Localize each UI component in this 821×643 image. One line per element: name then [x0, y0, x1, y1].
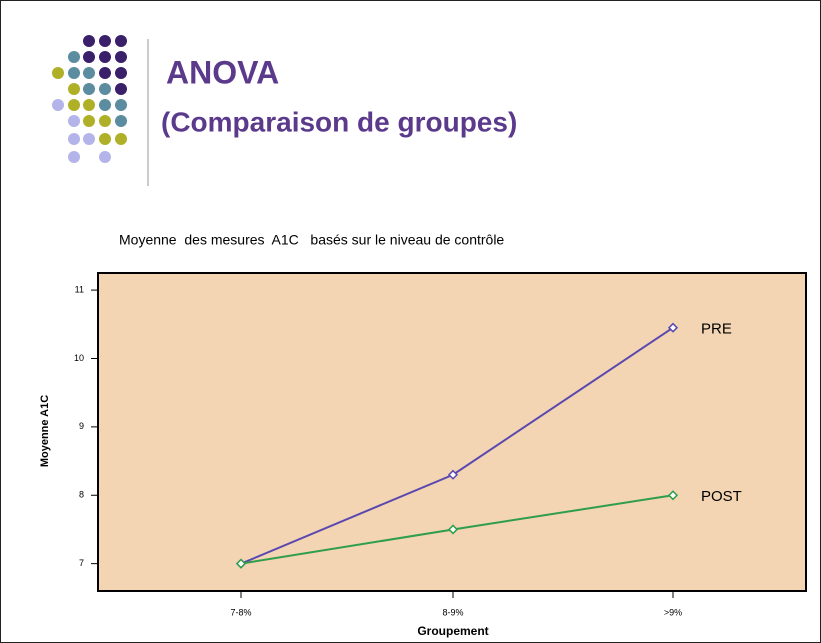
x-tick-label: 8-9%: [442, 607, 463, 617]
chart-title: Moyenne des mesures A1C basés sur le niv…: [119, 232, 504, 248]
x-tick-label: >9%: [664, 607, 682, 617]
slide-title: ANOVA: [166, 54, 279, 90]
y-tick-label: 8: [79, 490, 84, 500]
y-tick-label: 9: [79, 421, 84, 431]
x-axis-label: Groupement: [417, 624, 488, 638]
slide: ANOVA (Comparaison de groupes) Moyenne d…: [0, 0, 821, 643]
series-label: PRE: [701, 321, 732, 338]
y-axis-label: Moyenne A1C: [39, 395, 51, 467]
series-label: POST: [701, 488, 742, 505]
y-tick-label: 7: [79, 558, 84, 568]
y-tick-label: 11: [75, 284, 84, 294]
y-tick-label: 10: [74, 353, 84, 363]
x-tick-label: 7-8%: [230, 607, 251, 617]
dot-decoration: [52, 35, 127, 163]
chart: ANOVA (Comparaison de groupes) Moyenne d…: [1, 1, 820, 642]
plot-area: [98, 273, 806, 591]
slide-subtitle: (Comparaison de groupes): [161, 106, 517, 137]
